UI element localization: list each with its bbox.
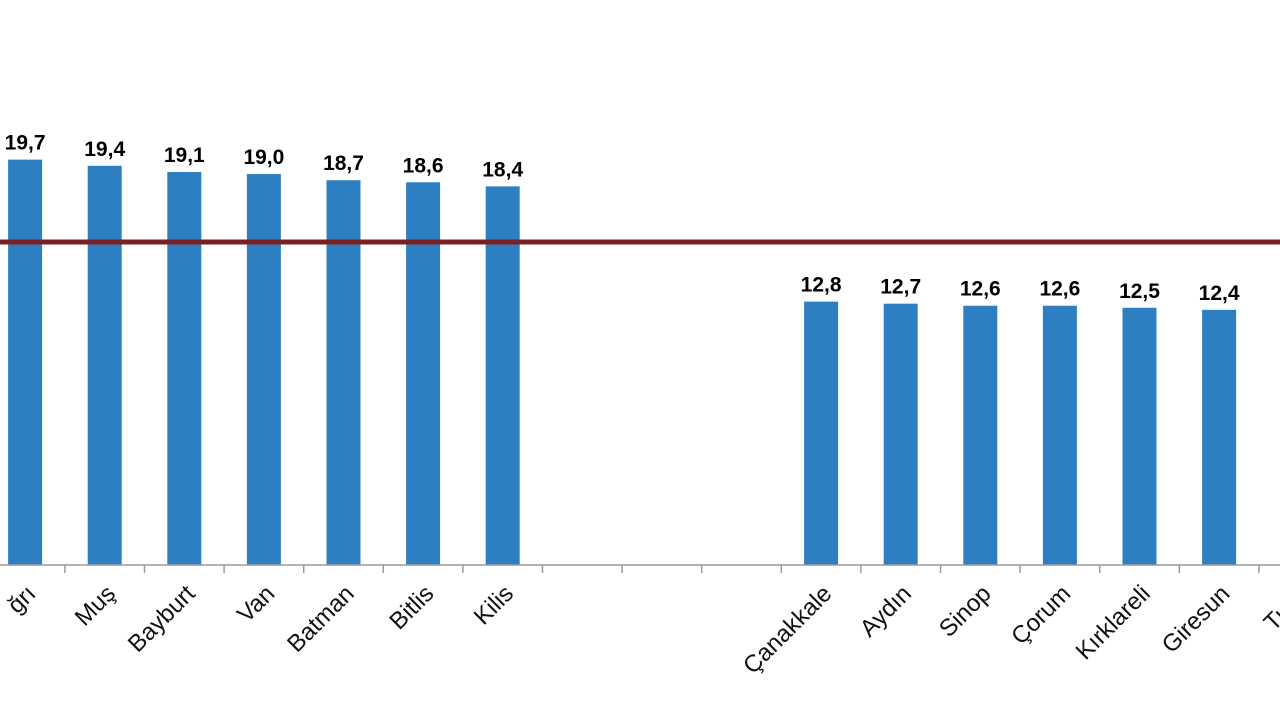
bar: [8, 159, 43, 565]
bar: [87, 165, 122, 566]
x-tick-label: Muş: [70, 580, 121, 631]
bar: [1202, 309, 1237, 565]
bar-value-label: 19,4: [84, 138, 125, 161]
x-tick-label: Tunc: [1259, 580, 1280, 636]
bar: [485, 186, 520, 565]
bar: [804, 301, 839, 565]
x-tick-label: Çorum: [1006, 580, 1076, 650]
bar-value-label: 12,4: [1199, 282, 1240, 305]
x-tick-label: Kilis: [469, 580, 519, 630]
bar: [883, 303, 918, 565]
x-tick-label: Giresun: [1157, 580, 1236, 659]
bar: [1122, 307, 1157, 565]
x-tick-label: Sinop: [934, 580, 997, 643]
x-axis-labels: ğrı Muş Bayburt Van Batman Bitlis Kilis Çanakka…: [2, 580, 1280, 680]
bar: [246, 174, 281, 566]
x-tick-label: Van: [232, 580, 280, 628]
bars-group: [8, 159, 1237, 566]
x-tick-label: Bitlis: [384, 580, 439, 635]
x-tick-label: Çanakkale: [738, 580, 837, 679]
bar: [1042, 305, 1077, 565]
x-tick-label: Batman: [282, 580, 360, 658]
x-tick-label: Kırklareli: [1071, 580, 1156, 665]
x-tick-label: ğrı: [2, 580, 41, 619]
x-tick-label: Bayburt: [123, 580, 201, 658]
bar-value-label: 18,6: [403, 154, 444, 177]
x-axis-ticks: [64, 565, 1260, 573]
bar: [326, 180, 361, 565]
bar-value-label: 12,8: [801, 274, 842, 297]
bar-value-label: 18,7: [323, 152, 364, 175]
bar: [406, 182, 441, 565]
bar: [167, 171, 202, 565]
x-tick-label: Aydın: [855, 580, 917, 642]
bar-value-label: 18,4: [482, 158, 523, 181]
bar-value-label: 12,5: [1119, 280, 1160, 303]
bar-value-label: 12,6: [1039, 278, 1080, 301]
bar: [963, 305, 998, 565]
bar-value-label: 12,6: [960, 278, 1001, 301]
value-labels-group: 19,7 19,4 19,1 19,0 18,7 18,6 18,4 12,8 12,7 12,6…: [5, 132, 1240, 305]
bar-value-label: 12,7: [880, 276, 921, 299]
bar-value-label: 19,0: [243, 146, 284, 169]
bar-value-label: 19,1: [164, 144, 205, 167]
bar-value-label: 19,7: [5, 132, 46, 155]
